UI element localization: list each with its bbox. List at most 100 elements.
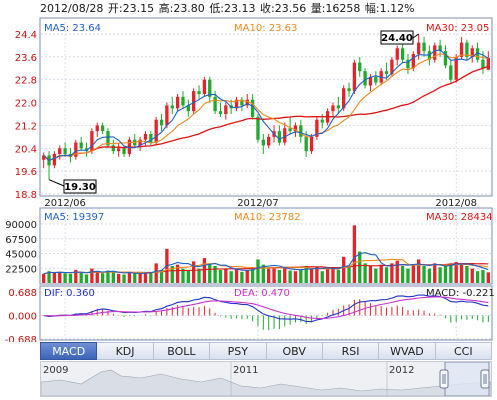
candle-body [218, 111, 223, 114]
tab-kdj[interactable]: KDJ [97, 342, 154, 360]
tab-cci[interactable]: CCI [435, 342, 492, 360]
volume-bar [309, 268, 314, 283]
volume-bar [74, 269, 78, 283]
candle-body [374, 76, 378, 83]
macd-dea-label: DEA: 0.470 [234, 288, 290, 299]
volume-bar [336, 269, 340, 283]
candle-body [149, 134, 153, 143]
candle-body [58, 148, 62, 154]
quote-low: 低:23.13 [209, 2, 256, 15]
candle-body [245, 99, 249, 106]
price-y-tick: 19.6 [15, 167, 37, 178]
candle-body [186, 105, 190, 112]
volume-y-axis: 90000 67500 45000 22500 [5, 220, 37, 275]
volume-ma5-label: MA5: 19397 [44, 212, 104, 223]
quote-volume: 量:16258 [310, 2, 361, 15]
volume-ma10-label: MA10: 23782 [234, 212, 301, 223]
candle-body [100, 125, 105, 132]
volume-bar [315, 266, 319, 283]
volume-bar [427, 268, 432, 283]
volume-bar [347, 265, 351, 283]
volume-bar [202, 258, 207, 283]
price-x-axis: 2012/06 2012/07 2012/08 [44, 198, 477, 209]
navigator-year-2012: 2012 [389, 365, 414, 376]
volume-bar [288, 270, 292, 283]
quote-open: 开:23.15 [107, 2, 155, 15]
volume-bar [475, 271, 480, 283]
candle-body [192, 91, 196, 112]
tab-boll[interactable]: BOLL [153, 342, 211, 360]
navigator-year-2009: 2009 [43, 365, 68, 376]
volume-bar [374, 268, 378, 283]
volume-bar [481, 269, 485, 283]
volume-ma30-label: MA30: 28434 [426, 212, 493, 223]
macd-y-tick: -0.688 [5, 335, 37, 342]
candle-body [234, 99, 239, 109]
volume-bar [186, 269, 190, 283]
volume-y-tick: 45000 [5, 250, 37, 261]
candle-body [122, 148, 126, 154]
volume-bar [390, 263, 394, 283]
candle-body [95, 125, 99, 132]
volume-bar [159, 269, 164, 283]
candle-body [400, 48, 405, 60]
tab-wvad[interactable]: WVAD [379, 342, 436, 360]
candle-body [347, 88, 351, 92]
price-y-tick: 22.8 [15, 76, 37, 87]
candle-body [417, 42, 421, 54]
price-y-tick: 23.6 [15, 53, 37, 64]
candle-body [411, 54, 415, 69]
tab-macd[interactable]: MACD [40, 342, 98, 360]
volume-bar [175, 264, 180, 283]
quote-change: 幅:1.12% [364, 2, 415, 15]
volume-y-tick: 22500 [5, 264, 37, 275]
stock-chart[interactable]: MA5: 23.64 MA10: 23.63 MA30: 23.05 24.42… [0, 0, 497, 342]
candle-body [459, 42, 464, 57]
volume-bar [433, 263, 437, 283]
volume-bar [63, 273, 67, 283]
candle-body [304, 136, 308, 152]
macd-y-axis: 0.688 0.000 -0.688 [5, 288, 37, 342]
candle-body [309, 136, 314, 152]
tab-rsi[interactable]: RSI [322, 342, 380, 360]
volume-bar [352, 225, 357, 283]
volume-bar [79, 272, 83, 283]
quote-close: 收:23.56 [260, 2, 307, 15]
candle-body [267, 136, 271, 146]
macd-y-tick: 0.000 [8, 312, 37, 323]
candle-body [84, 148, 89, 152]
volume-bar [261, 264, 265, 283]
volume-bar [277, 269, 282, 283]
volume-bar [272, 267, 276, 283]
volume-bar [42, 273, 46, 283]
navigator-left-handle[interactable] [439, 369, 449, 389]
quote-header: 2012/08/28 开:23.15 高:23.80 低:23.13 收:23.… [40, 0, 416, 16]
volume-bar [342, 256, 346, 283]
candle-body [79, 142, 83, 149]
candle-body [202, 79, 207, 94]
candle-body [143, 134, 148, 140]
volume-bar [106, 270, 110, 283]
volume-bar [299, 269, 303, 283]
volume-bar [411, 264, 415, 283]
indicator-tabs: MACD KDJ BOLL PSY OBV RSI WVAD CCI [40, 342, 492, 360]
price-ma5-label: MA5: 23.64 [44, 23, 101, 34]
navigator-right-handle[interactable] [480, 369, 490, 389]
price-ma10-label: MA10: 23.63 [234, 23, 297, 34]
tab-psy[interactable]: PSY [210, 342, 267, 360]
volume-bar [100, 273, 105, 283]
max-callout: 24.40 [380, 30, 419, 45]
quote-high: 高:23.80 [158, 2, 205, 15]
ma5-line [43, 49, 489, 162]
candle-body [256, 116, 260, 140]
navigator-year-2011: 2011 [233, 365, 258, 376]
candle-body [390, 59, 394, 74]
volume-bar [192, 261, 196, 283]
time-navigator[interactable]: 2009 2011 2012 [40, 361, 492, 397]
macd-value-label: MACD: -0.221 [426, 288, 495, 299]
volume-bar [320, 271, 324, 283]
volume-bar [304, 265, 308, 283]
candle-body [363, 71, 367, 86]
volume-bar [368, 265, 373, 283]
tab-obv[interactable]: OBV [266, 342, 323, 360]
